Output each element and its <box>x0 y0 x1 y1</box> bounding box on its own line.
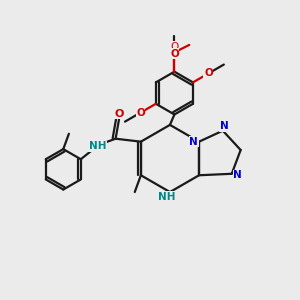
Text: O: O <box>136 108 145 118</box>
Text: N: N <box>233 170 242 180</box>
Text: NH: NH <box>158 191 175 202</box>
Text: O: O <box>170 42 178 52</box>
Text: O: O <box>170 49 179 59</box>
Text: N: N <box>220 121 229 131</box>
Text: O: O <box>204 68 213 79</box>
Text: NH: NH <box>88 141 106 151</box>
Text: O: O <box>114 109 124 119</box>
Text: N: N <box>189 137 198 147</box>
